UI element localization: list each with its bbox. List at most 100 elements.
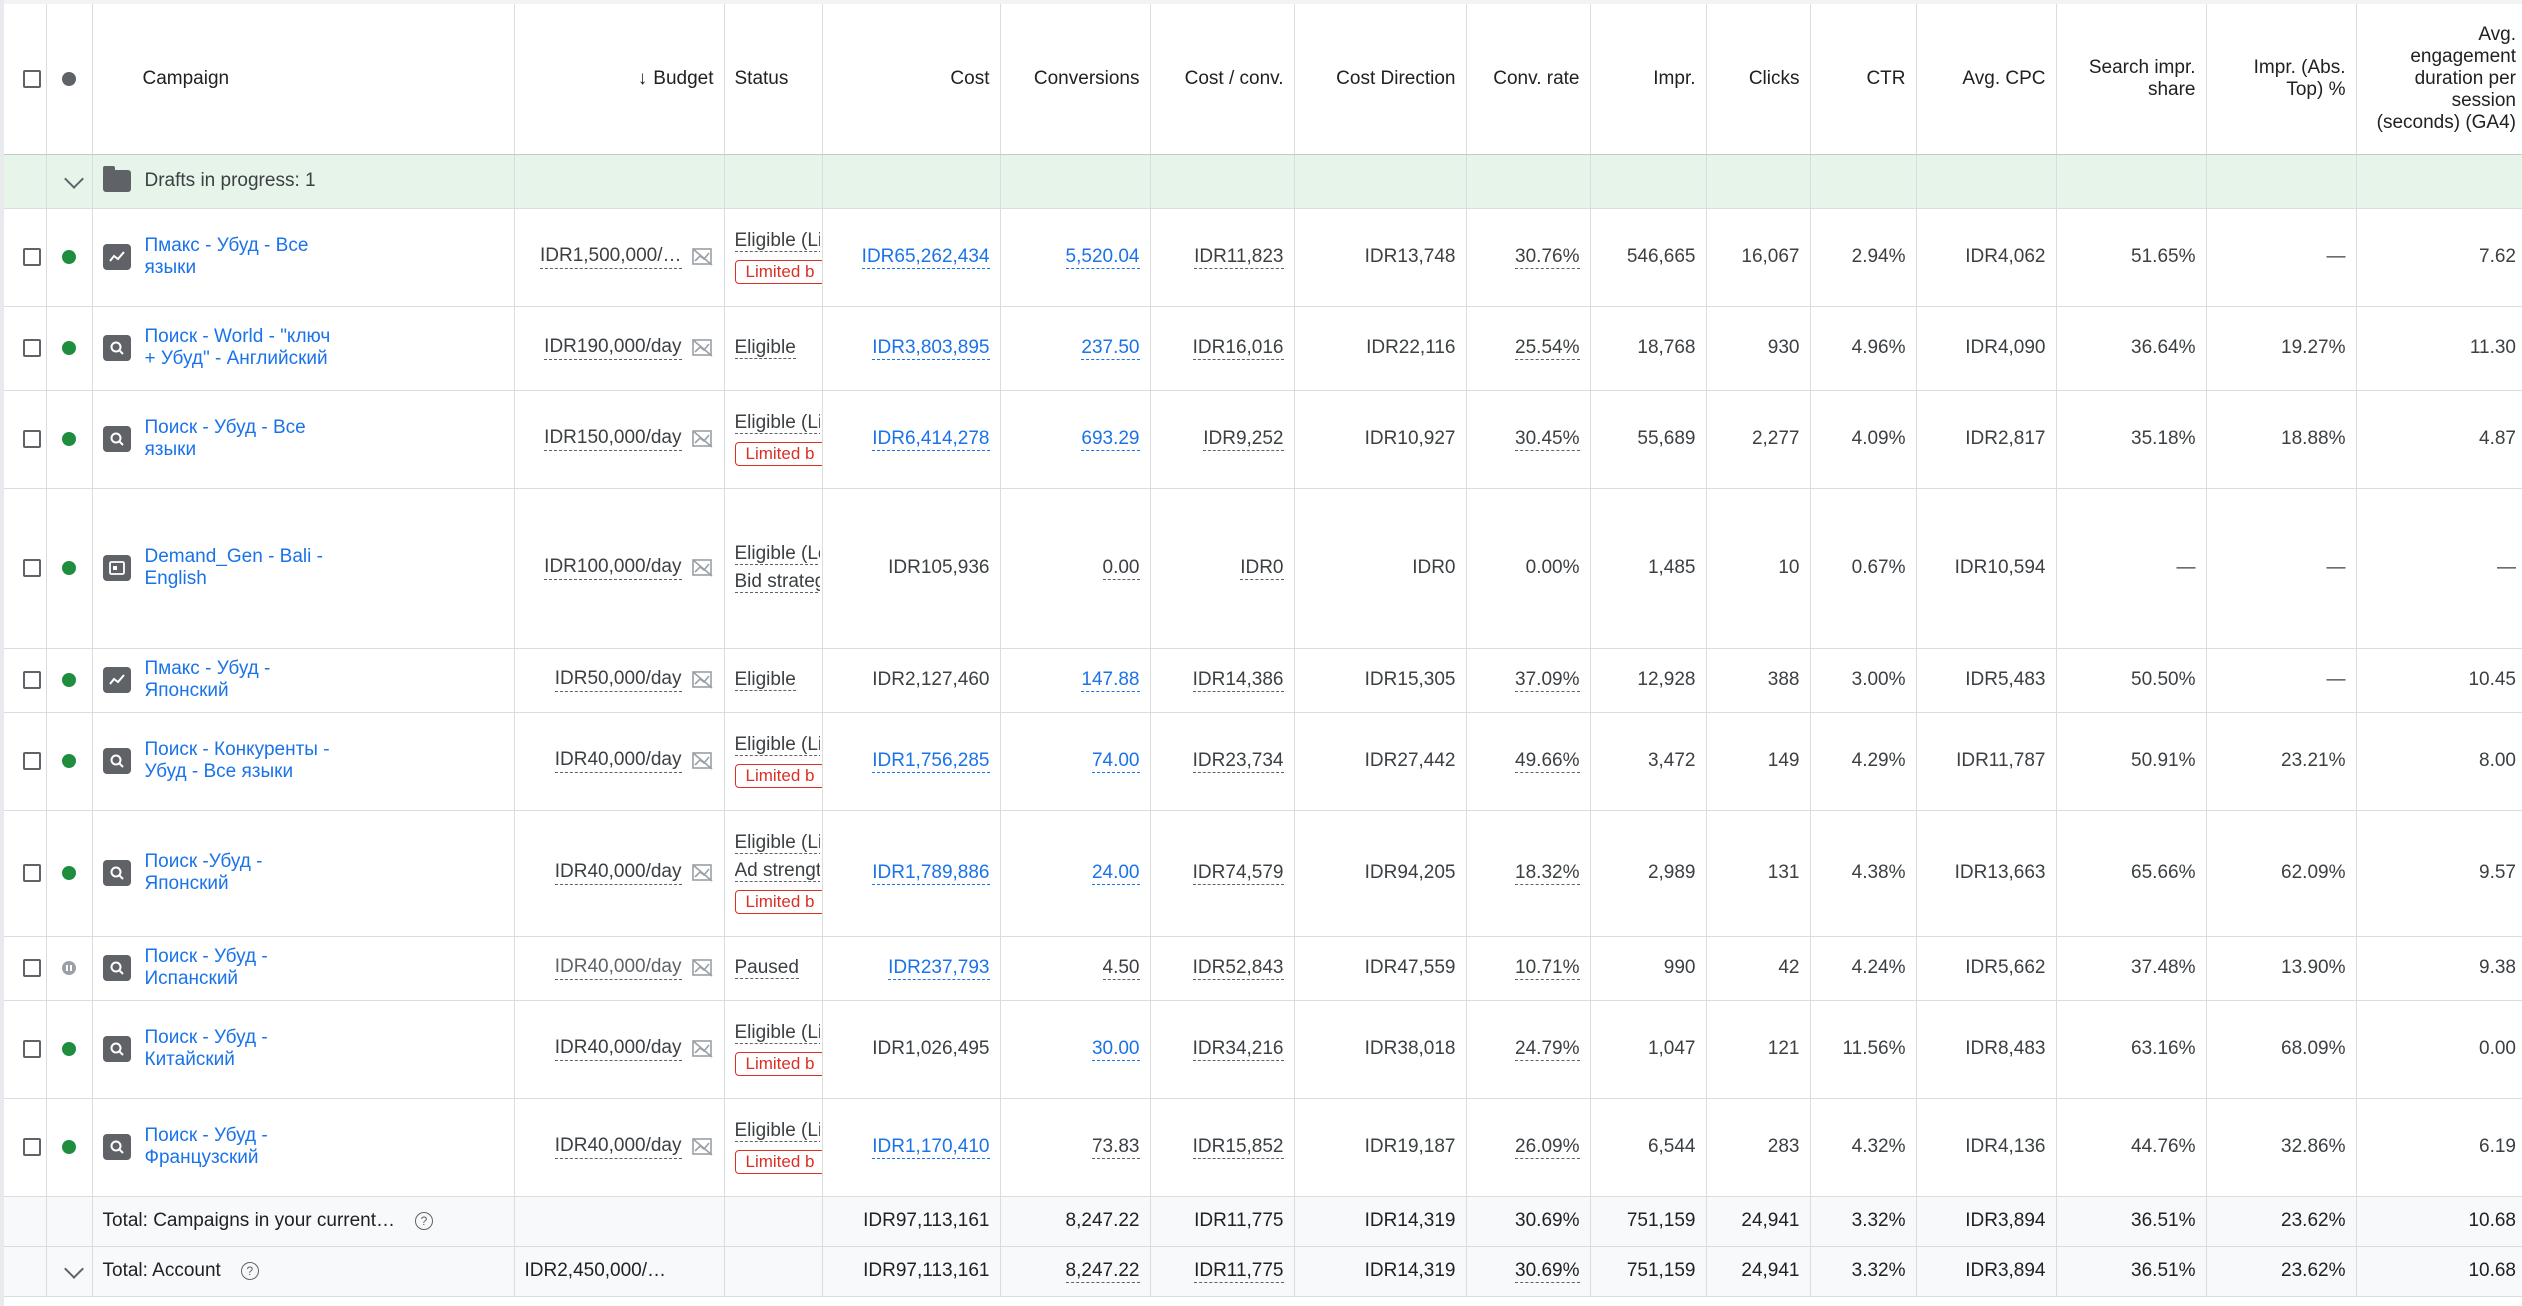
cost-value[interactable]: IDR3,803,895 [872,337,990,360]
budget-report-icon[interactable] [691,1040,714,1058]
cost-value[interactable]: IDR1,170,410 [872,1136,990,1159]
conversions-value[interactable]: 4.50 [1102,957,1140,980]
budget-report-icon[interactable] [691,959,714,977]
status-text[interactable]: Eligible [734,337,820,359]
table-row[interactable]: Поиск -Убуд - Японский IDR40,000/day Eligi… [4,810,2522,937]
cost-value[interactable]: IDR1,789,886 [872,862,990,885]
row-checkbox[interactable] [22,429,41,448]
cost-per-conv-value[interactable]: IDR52,843 [1192,957,1284,980]
table-row[interactable]: Поиск - Убуд - Испанский IDR40,000/day Pau… [4,936,2522,1001]
cost-value[interactable]: IDR1,756,285 [872,750,990,773]
conv-rate-value[interactable]: 49.66% [1515,750,1580,773]
budget-report-icon[interactable] [691,559,714,577]
status-text[interactable]: Eligible (Li [734,230,820,252]
campaign-name-link[interactable]: Поиск - Убуд - Французский [144,1125,268,1168]
status-detail[interactable]: Ad strengt [734,860,820,882]
chevron-down-icon[interactable] [64,169,84,189]
status-detail[interactable]: Bid strategy learning [734,571,820,593]
budget-value[interactable]: IDR100,000/day [544,556,682,580]
row-checkbox[interactable] [22,1137,41,1156]
budget-report-icon[interactable] [691,339,714,357]
campaign-name-link[interactable]: Пмакс - Убуд - Японский [144,658,271,701]
campaign-name-link[interactable]: Поиск - Убуд - Испанский [144,946,268,989]
status-text[interactable]: Eligible (Li [734,734,820,756]
status-text[interactable]: Eligible (Li [734,832,820,854]
conversions-value[interactable]: 30.00 [1091,1038,1140,1061]
cost-per-conv-value[interactable]: IDR23,734 [1192,750,1284,773]
status-dot-header-icon[interactable] [62,71,76,86]
conversions-value[interactable]: 237.50 [1081,337,1140,360]
campaign-name-link[interactable]: Поиск - Убуд - Все языки [144,417,306,460]
budget-report-icon[interactable] [691,430,714,448]
budget-value[interactable]: IDR40,000/day [554,956,682,980]
impr-abs-top-header[interactable]: Impr. (Abs. Top) % [2206,4,2357,155]
enabled-status-icon[interactable] [62,431,76,446]
cost-per-conv-header[interactable]: Cost / conv. [1150,4,1295,155]
conversions-header[interactable]: Conversions [1000,4,1151,155]
clicks-header[interactable]: Clicks [1706,4,1811,155]
limited-badge[interactable]: Limited b [734,1052,821,1076]
budget-value[interactable]: IDR40,000/day [554,1135,682,1159]
conversions-value[interactable]: 74.00 [1091,750,1140,773]
row-checkbox[interactable] [22,863,41,882]
status-text[interactable]: Eligible (Li [734,1022,820,1044]
budget-report-icon[interactable] [691,671,714,689]
help-icon[interactable]: ? [240,1261,259,1280]
cost-per-conv-value[interactable]: IDR11,823 [1194,246,1284,269]
enabled-status-icon[interactable] [62,1041,76,1056]
cost-per-conv-value[interactable]: IDR16,016 [1192,337,1284,360]
row-checkbox[interactable] [22,1039,41,1058]
budget-value[interactable]: IDR40,000/day [554,749,682,773]
status-text[interactable]: Paused [734,957,820,979]
limited-badge[interactable]: Limited b [734,890,821,914]
table-row[interactable]: Пмакс - Убуд - Японский IDR50,000/day Elig… [4,648,2522,713]
budget-value[interactable]: IDR50,000/day [554,668,682,692]
table-row[interactable]: Пмакс - Убуд - Все языки IDR1,500,000/… El… [4,208,2522,307]
cost-per-conv-value[interactable]: IDR34,216 [1192,1038,1284,1061]
conv-rate-value[interactable]: 37.09% [1515,669,1580,692]
budget-value[interactable]: IDR40,000/day [554,1037,682,1061]
budget-header[interactable]: ↓ Budget [514,4,725,155]
row-checkbox[interactable] [22,338,41,357]
row-checkbox[interactable] [22,558,41,577]
table-row[interactable]: Поиск - Убуд - Все языки IDR150,000/day El… [4,390,2522,489]
conversions-value[interactable]: 73.83 [1091,1136,1140,1159]
budget-value[interactable]: IDR150,000/day [544,427,682,451]
limited-badge[interactable]: Limited b [734,260,821,284]
conv-rate-value[interactable]: 26.09% [1515,1136,1580,1159]
cost-direction-header[interactable]: Cost Direction [1294,4,1467,155]
row-checkbox[interactable] [22,247,41,266]
conv-rate-value[interactable]: 25.54% [1515,337,1580,360]
search-impr-share-header[interactable]: Search impr. share [2056,4,2207,155]
cost-value[interactable]: IDR237,793 [888,957,990,980]
cost-per-conv-value[interactable]: IDR0 [1240,557,1284,580]
enabled-status-icon[interactable] [62,340,76,355]
impr-header[interactable]: Impr. [1590,4,1707,155]
enabled-status-icon[interactable] [62,865,76,880]
cost-per-conv-value[interactable]: IDR15,852 [1192,1136,1284,1159]
avg-cpc-header[interactable]: Avg. CPC [1916,4,2057,155]
conv-rate-value[interactable]: 24.79% [1515,1038,1580,1061]
limited-badge[interactable]: Limited b [734,442,821,466]
table-row[interactable]: Поиск - Убуд - Французский IDR40,000/day E… [4,1098,2522,1197]
budget-report-icon[interactable] [691,1138,714,1156]
status-text[interactable]: Eligible [734,669,820,691]
status-header[interactable]: Status [724,4,823,155]
campaign-name-link[interactable]: Поиск - World - "ключ + Убуд" - Английск… [144,326,331,369]
status-text[interactable]: Eligible (Li [734,1120,820,1142]
enabled-status-icon[interactable] [62,560,76,575]
conversions-value[interactable]: 147.88 [1081,669,1140,692]
budget-report-icon[interactable] [691,752,714,770]
cost-value[interactable]: IDR65,262,434 [861,246,990,269]
budget-report-icon[interactable] [691,248,714,266]
table-row[interactable]: Demand_Gen - Bali - English IDR100,000/da… [4,488,2522,649]
cost-header[interactable]: Cost [822,4,1001,155]
help-icon[interactable]: ? [415,1211,434,1230]
avg-engagement-header[interactable]: Avg. engagement duration per session (se… [2356,4,2522,155]
campaign-header[interactable]: Campaign [92,4,515,155]
budget-value[interactable]: IDR190,000/day [544,336,682,360]
table-row[interactable]: Поиск - Конкуренты - Убуд - Все языки IDR… [4,712,2522,811]
conv-rate-value[interactable]: 18.32% [1515,862,1580,885]
conversions-value[interactable]: 693.29 [1081,428,1140,451]
table-row[interactable]: Поиск - Убуд - Китайский IDR40,000/day Eli… [4,1000,2522,1099]
